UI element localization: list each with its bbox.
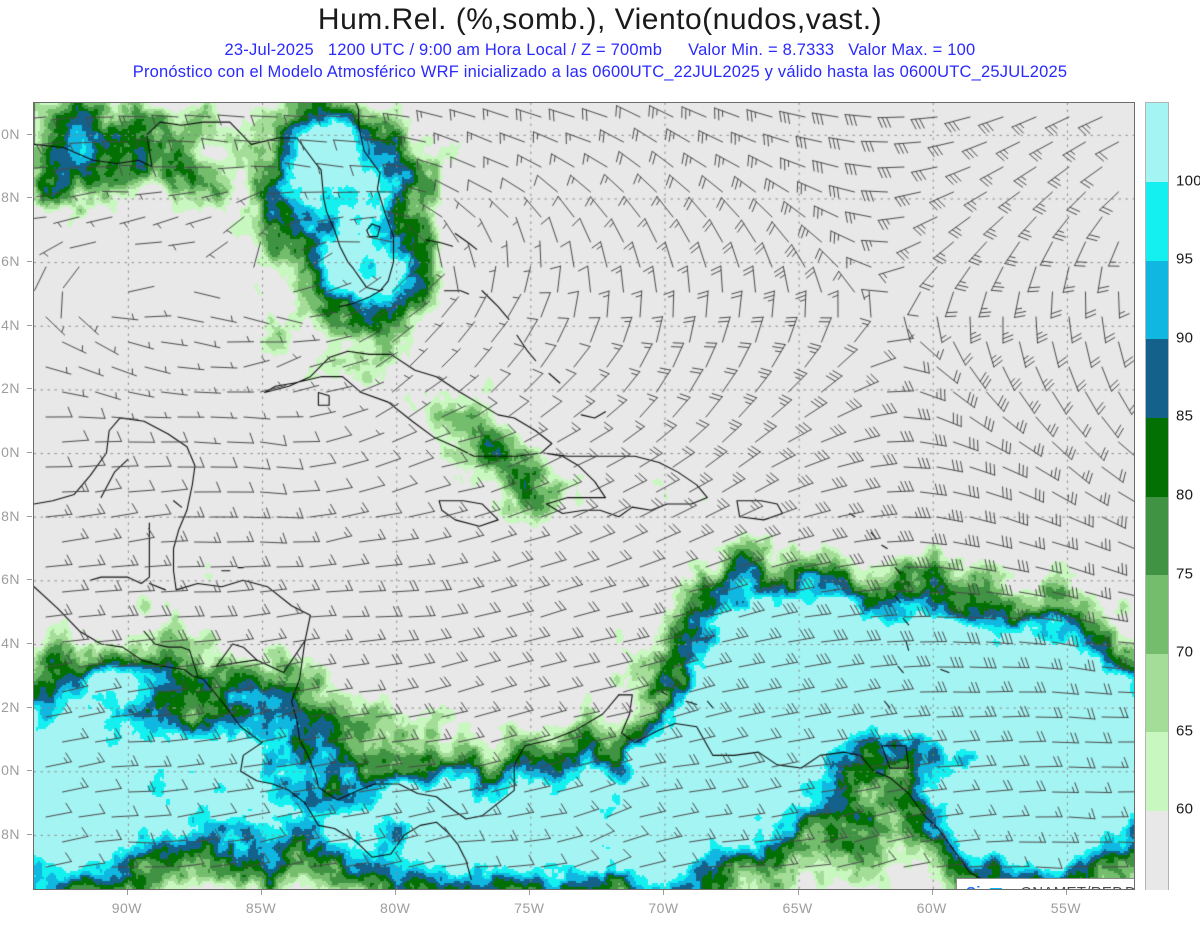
longitude-tick-label: 55W xyxy=(1050,900,1082,916)
latitude-tick-label: 10N xyxy=(0,762,20,779)
logo-sis-text: Sis xyxy=(966,884,989,889)
humidity-wind-map xyxy=(34,103,1134,889)
longitude-tick-label: 80W xyxy=(380,900,411,916)
header-model-line: Pronóstico con el Modelo Atmosférico WRF… xyxy=(132,63,1068,81)
latitude-tick-mark xyxy=(27,579,32,581)
longitude-tick-label: 60W xyxy=(916,900,947,916)
latitude-tick-label: 18N xyxy=(0,507,20,524)
colorbar-tick-label: 70 xyxy=(1176,643,1194,661)
latitude-tick-label: 30N xyxy=(0,125,20,142)
colorbar-band xyxy=(1146,103,1168,183)
latitude-tick-label: 8N xyxy=(1,825,20,842)
latitude-tick-mark xyxy=(27,197,32,199)
latitude-tick-label: 26N xyxy=(0,253,20,270)
latitude-tick-mark xyxy=(27,324,32,326)
colorbar-band xyxy=(1146,417,1168,497)
latitude-tick-label: 12N xyxy=(0,698,20,715)
colorbar-band xyxy=(1146,260,1168,340)
longitude-tick-label: 75W xyxy=(514,900,545,916)
longitude-tick-mark xyxy=(931,890,933,895)
longitude-tick-mark xyxy=(261,890,263,895)
latitude-tick-mark xyxy=(27,388,32,390)
figure: 8N 10N 12N 14N 16N 18N 20N 22N 24N 26N 28N 30N 90W 8… xyxy=(0,95,1200,927)
longitude-tick-mark xyxy=(529,890,531,895)
colorbar-tick-label: 100 xyxy=(1176,172,1200,190)
latitude-tick-label: 14N xyxy=(0,634,20,651)
longitude-tick-mark xyxy=(663,890,665,895)
latitude-tick-mark xyxy=(27,261,32,263)
forecast-date: 23-Jul-2025 xyxy=(224,41,314,59)
header-subline-1: 23-Jul-2025 1200 UTC / 9:00 am Hora Local… xyxy=(0,39,1200,61)
longitude-tick-mark xyxy=(395,890,397,895)
colorbar-band xyxy=(1146,496,1168,576)
valor-max: Valor Max. = 100 xyxy=(848,41,976,59)
latitude-tick-mark xyxy=(27,452,32,454)
latitude-tick-mark xyxy=(27,833,32,835)
colorbar-tick-label: 95 xyxy=(1176,250,1194,268)
colorbar-band xyxy=(1146,731,1168,811)
colorbar-tick-label: 80 xyxy=(1176,486,1194,504)
colorbar-band xyxy=(1146,810,1168,890)
latitude-tick-label: 24N xyxy=(0,316,20,333)
latitude-tick-mark xyxy=(27,642,32,644)
colorbar-band xyxy=(1146,653,1168,733)
colorbar-tick-label: 75 xyxy=(1176,565,1194,583)
logo-pi-glyph: π xyxy=(989,882,1002,889)
longitude-tick-label: 90W xyxy=(111,900,143,916)
logo-agency-text: – ONAMET/REP.DOM. xyxy=(1007,884,1134,889)
map-plot-area[interactable]: Sisπ – ONAMET/REP.DOM. xyxy=(33,102,1135,890)
colorbar-tick-label: 60 xyxy=(1176,800,1194,818)
latitude-tick-mark xyxy=(27,770,32,772)
longitude-tick-mark xyxy=(126,890,128,895)
latitude-tick-label: 16N xyxy=(0,571,20,588)
colorbar-tick-label: 85 xyxy=(1176,407,1194,425)
colorbar-band xyxy=(1146,181,1168,261)
longitude-tick-label: 70W xyxy=(648,900,679,916)
colorbar[interactable] xyxy=(1145,102,1169,890)
latitude-tick-mark xyxy=(27,515,32,517)
valor-min: Valor Min. = 8.7333 xyxy=(688,41,835,59)
colorbar-tick-label: 65 xyxy=(1176,722,1194,740)
forecast-time-level: 1200 UTC / 9:00 am Hora Local / Z = 700m… xyxy=(327,41,663,59)
page-title: Hum.Rel. (%,somb.), Viento(nudos,vast.) xyxy=(317,3,883,36)
longitude-tick-mark xyxy=(797,890,799,895)
latitude-tick-label: 22N xyxy=(0,380,20,397)
colorbar-band xyxy=(1146,338,1168,418)
header: Hum.Rel. (%,somb.), Viento(nudos,vast.) … xyxy=(0,0,1200,83)
latitude-tick-label: 20N xyxy=(0,444,20,461)
colorbar-band xyxy=(1146,574,1168,654)
attribution-logo: Sisπ – ONAMET/REP.DOM. xyxy=(956,878,1134,889)
latitude-tick-label: 28N xyxy=(0,189,20,206)
latitude-tick-mark xyxy=(27,706,32,708)
latitude-tick-mark xyxy=(27,133,32,135)
colorbar-tick-label: 90 xyxy=(1176,329,1194,347)
longitude-tick-mark xyxy=(1065,890,1067,895)
longitude-tick-label: 65W xyxy=(782,900,813,916)
longitude-tick-label: 85W xyxy=(245,900,277,916)
